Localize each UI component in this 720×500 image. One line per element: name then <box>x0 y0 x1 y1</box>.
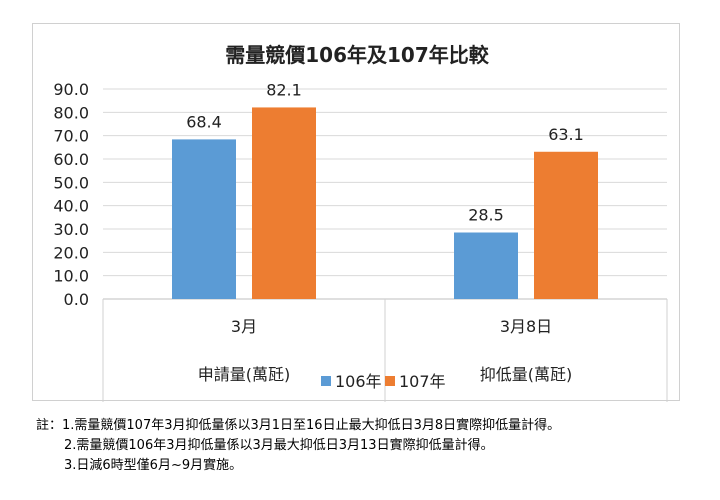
y-tick-label: 0.0 <box>64 290 89 309</box>
group-label: 抑低量(萬瓩) <box>480 365 573 384</box>
chart-title: 需量競價106年及107年比較 <box>225 43 489 67</box>
bar-chart: 需量競價106年及107年比較 0.0 10.0 20.0 30.0 40.0 50.0 60… <box>53 43 668 402</box>
footnote-1: 註：1.需量競價107年3月抑低量係以3月1日至16日止最大抑低日3月8日實際抑… <box>36 418 561 433</box>
data-label: 82.1 <box>266 80 302 99</box>
y-tick-label: 40.0 <box>53 197 89 216</box>
legend-swatch <box>321 376 331 386</box>
bar <box>534 151 598 299</box>
footnote-2: 2.需量競價106年3月抑低量係以3月最大抑低日3月13日實際抑低量計得。 <box>64 438 494 453</box>
y-tick-label: 10.0 <box>53 267 89 286</box>
y-tick-label: 20.0 <box>53 243 89 262</box>
y-tick-label: 70.0 <box>53 127 89 146</box>
group-label: 申請量(萬瓩) <box>198 365 291 384</box>
x-tick-label: 3月8日 <box>500 317 552 336</box>
chart-frame: 需量競價106年及107年比較 0.0 10.0 20.0 30.0 40.0 50.0 60… <box>32 23 680 402</box>
legend-label: 106年 <box>335 372 382 391</box>
y-tick-label: 30.0 <box>53 220 89 239</box>
data-label: 28.5 <box>468 206 504 225</box>
bar <box>454 232 518 299</box>
footnote-3: 3.日減6時型僅6月~9月實施。 <box>64 458 243 473</box>
y-tick-label: 90.0 <box>53 80 89 99</box>
data-label: 68.4 <box>186 112 222 131</box>
legend-label: 107年 <box>399 372 446 391</box>
footnotes: 註：1.需量競價107年3月抑低量係以3月1日至16日止最大抑低日3月8日實際抑… <box>36 416 560 476</box>
y-tick-label: 80.0 <box>53 103 89 122</box>
legend-swatch <box>385 376 395 386</box>
data-label: 63.1 <box>548 125 584 144</box>
bar <box>252 107 316 299</box>
x-tick-label: 3月 <box>231 317 257 336</box>
bar <box>172 139 236 299</box>
y-tick-label: 60.0 <box>53 150 89 169</box>
y-tick-label: 50.0 <box>53 173 89 192</box>
